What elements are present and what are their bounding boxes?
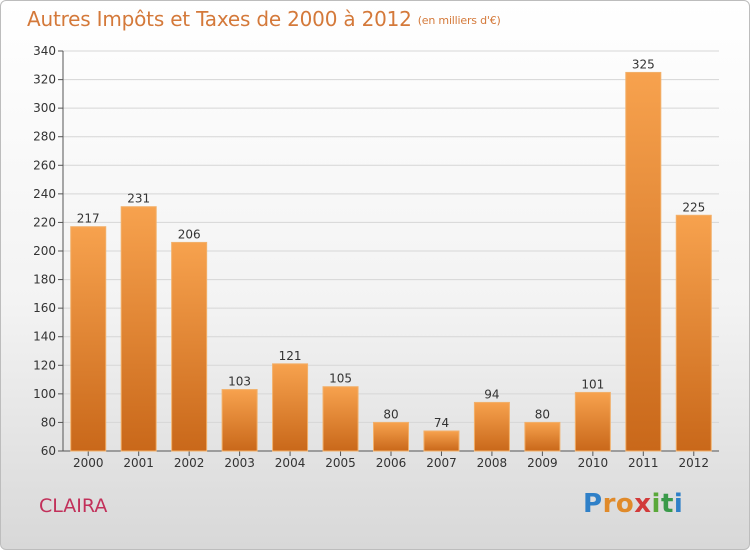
y-tick-label: 220	[33, 215, 56, 229]
value-label: 217	[77, 212, 100, 226]
bar-2000	[70, 226, 107, 452]
logo-letter: i	[673, 489, 684, 519]
bar-2005	[322, 386, 359, 452]
bar-2002	[171, 241, 208, 452]
proxiti-logo: Proxiti	[583, 489, 683, 519]
value-label: 101	[581, 377, 604, 391]
chart-unit: (en milliers d'€)	[417, 14, 501, 27]
logo-letter: P	[583, 489, 603, 519]
y-tick-label: 200	[33, 244, 56, 258]
x-tick-label: 2008	[477, 456, 508, 470]
value-label: 225	[682, 200, 705, 214]
logo-letter: o	[615, 489, 635, 519]
axes	[58, 50, 719, 456]
commune-name: CLAIRA	[39, 495, 108, 517]
x-tick-label: 2005	[325, 456, 356, 470]
bar-2007	[423, 430, 460, 452]
y-tick-label: 80	[41, 415, 56, 429]
y-tick-label: 160	[33, 301, 56, 315]
logo-letter: i	[651, 489, 661, 519]
x-tick-label: 2000	[73, 456, 104, 470]
y-tick-label: 100	[33, 387, 56, 401]
value-label: 231	[127, 192, 150, 206]
y-tick-label: 320	[33, 73, 56, 87]
x-tick-label: 2006	[376, 456, 407, 470]
y-tick-label: 280	[33, 130, 56, 144]
bar-2009	[524, 421, 561, 452]
bar-2008	[473, 401, 510, 452]
value-label: 80	[535, 407, 550, 421]
logo-letter: x	[634, 489, 652, 519]
grid-lines	[63, 50, 719, 452]
x-tick-label: 2001	[123, 456, 154, 470]
value-label: 325	[632, 57, 655, 71]
x-tick-label: 2009	[527, 456, 558, 470]
x-tick-label: 2004	[275, 456, 306, 470]
bars	[70, 71, 712, 452]
value-label: 94	[484, 387, 499, 401]
y-tick-label: 180	[33, 273, 56, 287]
bar-2003	[221, 389, 258, 452]
bar-2012	[675, 214, 712, 452]
y-tick-label: 340	[33, 44, 56, 58]
y-tick-label: 140	[33, 330, 56, 344]
logo-letter: r	[602, 489, 616, 519]
y-tick-label: 260	[33, 158, 56, 172]
bar-2010	[574, 391, 611, 452]
y-tick-label: 300	[33, 101, 56, 115]
bar-2011	[625, 71, 662, 452]
x-tick-label: 2003	[224, 456, 255, 470]
value-label: 105	[329, 372, 352, 386]
chart-title-text: Autres Impôts et Taxes de 2000 à 2012	[27, 7, 412, 31]
x-tick-labels: 2000 2001 2002 2003 2004 2005 2006 2007 2008 2009…	[73, 456, 709, 470]
value-label: 103	[228, 375, 251, 389]
x-tick-label: 2010	[578, 456, 609, 470]
y-tick-label: 240	[33, 187, 56, 201]
x-tick-label: 2002	[174, 456, 205, 470]
y-tick-label: 120	[33, 358, 56, 372]
bar-2006	[373, 421, 409, 452]
x-tick-label: 2012	[678, 456, 709, 470]
y-tick-labels: 60 80 100 120 140 160 180 200 220 240 260 280 300 320…	[33, 44, 56, 458]
value-label: 121	[279, 349, 302, 363]
x-tick-label: 2011	[628, 456, 659, 470]
x-tick-label: 2007	[426, 456, 457, 470]
bar-2004	[272, 363, 309, 452]
value-label: 206	[178, 227, 201, 241]
logo-letter: t	[660, 489, 674, 519]
chart-title: Autres Impôts et Taxes de 2000 à 2012 (en…	[27, 7, 501, 31]
y-tick-label: 60	[41, 444, 56, 458]
value-label: 80	[383, 407, 398, 421]
value-label: 74	[434, 416, 449, 430]
value-labels: 217 231 206 103 121 105 80 74 94 80 101 325 225	[77, 57, 705, 430]
bar-2001	[120, 206, 157, 452]
